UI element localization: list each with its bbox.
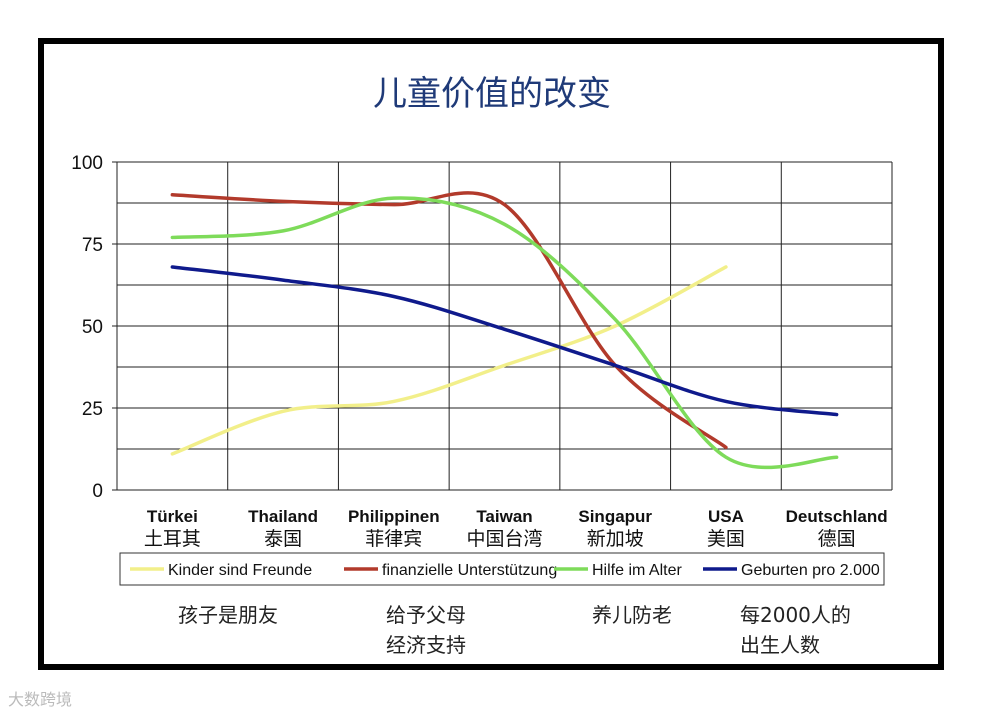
y-tick-label: 0	[92, 481, 103, 502]
note-friends: 孩子是朋友	[178, 600, 278, 630]
series-line	[170, 196, 839, 470]
note-line: 出生人数	[740, 633, 820, 657]
x-tick-label: Thailand	[248, 507, 318, 526]
chart-title: 儿童价值的改变	[373, 74, 611, 114]
chart-grid	[116, 161, 893, 491]
legend-box	[119, 552, 885, 586]
note-line: 孩子是朋友	[178, 603, 278, 627]
watermark: 大数跨境	[8, 690, 73, 709]
legend: Kinder sind Freunde finanzielle Unterstüt…	[119, 552, 885, 586]
x-tick-label-cn: 德国	[818, 528, 856, 550]
series-line	[170, 265, 728, 456]
x-tick-label: Taiwan	[476, 507, 532, 526]
note-line: 养儿防老	[592, 603, 672, 627]
legend-label: Hilfe im Alter	[592, 562, 682, 579]
x-tick-label: Türkei	[147, 507, 198, 526]
note-line: 每2000人的	[740, 603, 851, 627]
note-financial-support: 给予父母 经济支持	[386, 600, 466, 660]
x-tick-label-cn: 中国台湾	[466, 528, 542, 550]
y-tick-label: 75	[82, 235, 103, 256]
y-axis: 0 25 50 75 100	[71, 153, 117, 502]
note-line: 给予父母	[386, 603, 466, 627]
series-line	[170, 265, 839, 417]
series-lines	[170, 191, 839, 470]
y-tick-label: 100	[71, 153, 103, 174]
x-tick-label-cn: 新加坡	[587, 528, 644, 550]
x-tick-label: USA	[708, 507, 744, 526]
note-line: 经济支持	[386, 633, 466, 657]
x-tick-label: Singapur	[578, 507, 652, 526]
legend-label: Geburten pro 2.000	[741, 562, 880, 579]
note-old-age: 养儿防老	[592, 600, 672, 630]
series-line	[170, 191, 728, 450]
y-tick-label: 25	[82, 399, 103, 420]
x-tick-label-cn: 菲律宾	[365, 528, 422, 550]
note-births: 每2000人的 出生人数	[740, 600, 851, 660]
x-tick-label: Philippinen	[348, 507, 440, 526]
x-tick-label: Deutschland	[786, 507, 888, 526]
y-tick-label: 50	[82, 317, 103, 338]
x-axis: Türkei 土耳其 Thailand 泰国 Philippinen 菲律宾 Taiwan 中…	[144, 507, 888, 550]
x-tick-label-cn: 美国	[707, 528, 745, 550]
legend-label: finanzielle Unterstützung	[382, 562, 557, 579]
legend-label: Kinder sind Freunde	[168, 562, 312, 579]
x-tick-label-cn: 泰国	[264, 528, 302, 550]
x-tick-label-cn: 土耳其	[144, 528, 201, 550]
